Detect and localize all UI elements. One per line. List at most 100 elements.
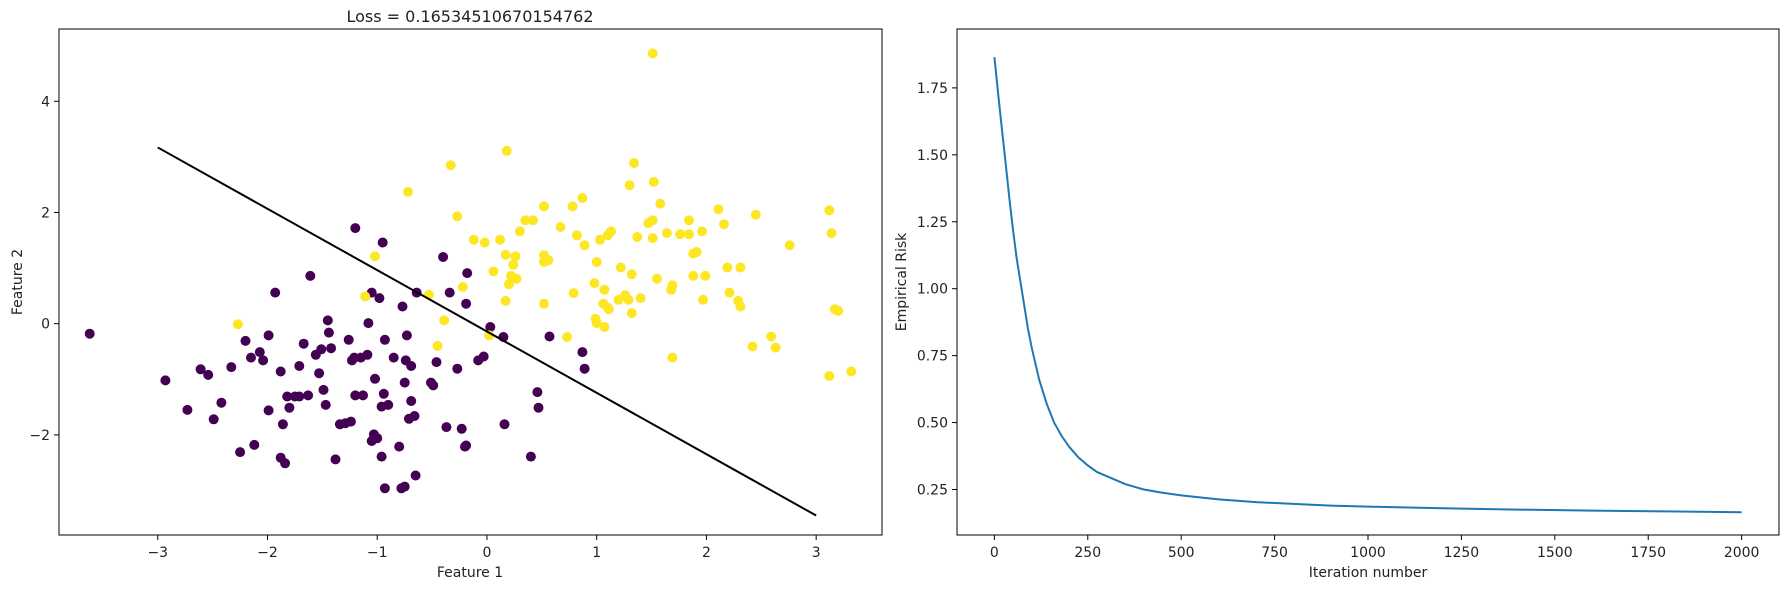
- x-tick-label: 2000: [1724, 545, 1760, 561]
- class-1-point: [691, 247, 702, 257]
- x-axis-ticks: 0 250 500 750 1000 1250 1500 1750 2000: [990, 535, 1760, 561]
- class-0-point: [216, 397, 227, 408]
- class-0-point: [399, 481, 410, 492]
- class-1-point: [606, 226, 616, 237]
- class-1-point: [479, 237, 490, 248]
- class-0-point: [377, 237, 388, 248]
- class-1-point: [647, 215, 658, 226]
- class-0-point: [320, 399, 331, 410]
- class-1-point: [675, 229, 686, 240]
- class-0-point: [314, 368, 325, 379]
- class-0-point: [258, 355, 269, 366]
- class-0-point: [452, 363, 463, 374]
- class-0-point: [461, 440, 472, 451]
- x-axis-label: Iteration number: [1309, 565, 1428, 581]
- class-0-point: [280, 458, 291, 469]
- x-tick-label: 1750: [1630, 545, 1666, 561]
- class-1-point: [508, 259, 519, 270]
- class-1-point: [833, 305, 844, 316]
- class-1-point: [439, 315, 450, 326]
- class-0-point: [397, 301, 408, 312]
- class-0-point: [263, 405, 274, 416]
- class-0-point: [383, 399, 394, 410]
- class-1-point: [568, 288, 579, 299]
- class-0-point: [438, 252, 449, 262]
- x-tick-label: 1500: [1537, 545, 1573, 561]
- x-tick-label: −3: [147, 545, 168, 561]
- class-1-point: [539, 201, 549, 212]
- class-1-point: [626, 269, 637, 280]
- class-0-point: [294, 361, 305, 371]
- class-1-point: [713, 204, 724, 215]
- class-0-point: [456, 423, 467, 434]
- x-tick-label: 0: [990, 545, 999, 561]
- class-0-point: [362, 349, 373, 360]
- class-1-point: [688, 270, 699, 281]
- class-0-point: [525, 451, 536, 462]
- class-0-point: [277, 419, 288, 430]
- class-1-point: [846, 366, 857, 377]
- class-1-point: [661, 228, 672, 239]
- class-1-point: [528, 215, 538, 226]
- y-tick-label: −2: [29, 428, 50, 444]
- class-0-point: [305, 270, 316, 281]
- class-1-point: [360, 291, 371, 302]
- y-axis-label: Empirical Risk: [894, 232, 910, 331]
- class-1-point: [567, 201, 578, 212]
- class-0-point: [441, 422, 452, 433]
- x-axis-ticks: −3 −2 −1 0 1 2 3: [147, 535, 821, 561]
- class-0-point: [294, 391, 305, 402]
- class-0-point: [379, 483, 390, 494]
- class-1-point: [647, 48, 658, 59]
- class-0-point: [406, 396, 417, 406]
- class-0-point: [388, 352, 399, 363]
- y-tick-label: 1.00: [917, 282, 948, 298]
- class-1-point: [648, 176, 659, 187]
- class-1-point: [750, 209, 761, 220]
- class-0-point: [461, 298, 472, 309]
- class-0-point: [370, 373, 380, 384]
- class-1-point: [591, 318, 602, 329]
- class-1-point: [735, 262, 746, 273]
- class-1-point: [432, 340, 443, 351]
- class-1-point: [370, 251, 380, 262]
- class-1-point: [624, 180, 635, 191]
- class-0-point: [379, 334, 390, 345]
- class-1-point: [655, 198, 666, 209]
- class-1-point: [500, 249, 511, 260]
- class-0-point: [303, 390, 314, 401]
- class-0-point: [378, 388, 389, 399]
- y-tick-label: 1.25: [917, 215, 948, 231]
- class-1-point: [520, 215, 531, 226]
- decision-boundary-line: [157, 146, 817, 517]
- class-0-point: [363, 318, 374, 329]
- class-1-point: [555, 222, 566, 232]
- class-1-point: [667, 352, 678, 363]
- class-0-point: [235, 447, 246, 458]
- class-1-point: [652, 273, 662, 284]
- class-1-point: [683, 229, 694, 240]
- class-0-point: [345, 416, 356, 427]
- y-axis-label: Feature 2: [10, 249, 26, 315]
- class-0-point: [343, 334, 354, 345]
- class-1-point: [722, 262, 733, 273]
- class-0-point: [577, 347, 588, 358]
- class-0-point: [431, 357, 442, 368]
- class-1-point: [232, 319, 243, 330]
- class-0-point: [323, 327, 334, 338]
- class-0-point: [322, 315, 333, 326]
- class-0-point: [182, 404, 193, 415]
- y-tick-label: 0: [41, 317, 50, 333]
- class-1-point: [698, 294, 709, 305]
- class-1-point: [770, 342, 781, 353]
- class-1-point: [615, 262, 626, 273]
- y-tick-label: 0.25: [917, 482, 948, 498]
- class-1-point: [719, 219, 729, 230]
- y-tick-label: 2: [41, 205, 50, 221]
- class-1-point: [445, 160, 456, 171]
- x-tick-label: 3: [812, 545, 821, 561]
- class-1-point: [824, 205, 835, 216]
- class-1-point: [468, 234, 479, 245]
- class-0-point: [485, 322, 496, 332]
- class-1-point: [514, 226, 525, 237]
